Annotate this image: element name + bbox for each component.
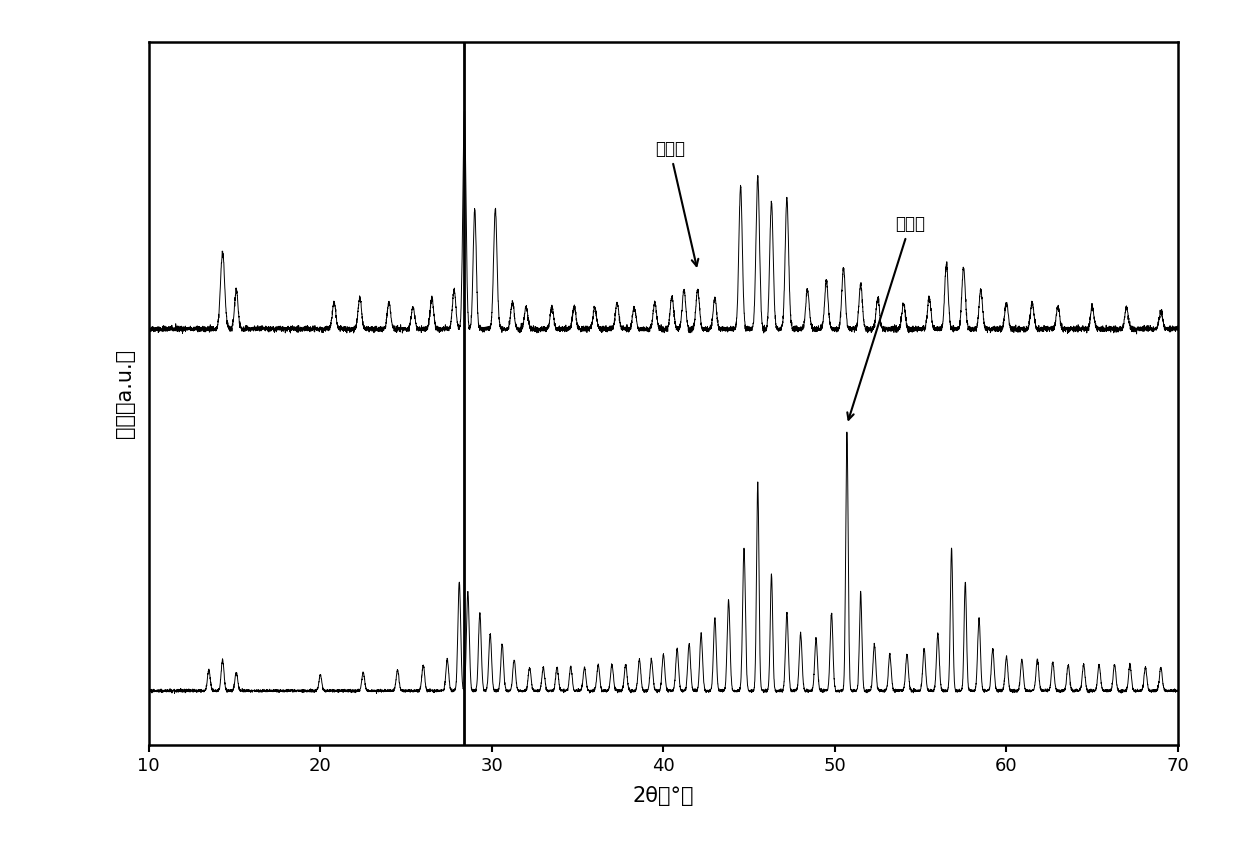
X-axis label: 2θ（°）: 2θ（°） [632, 786, 694, 806]
Y-axis label: 强度（a.u.）: 强度（a.u.） [115, 349, 135, 439]
Text: 计算的: 计算的 [847, 215, 925, 420]
Text: 试验的: 试验的 [655, 141, 698, 266]
